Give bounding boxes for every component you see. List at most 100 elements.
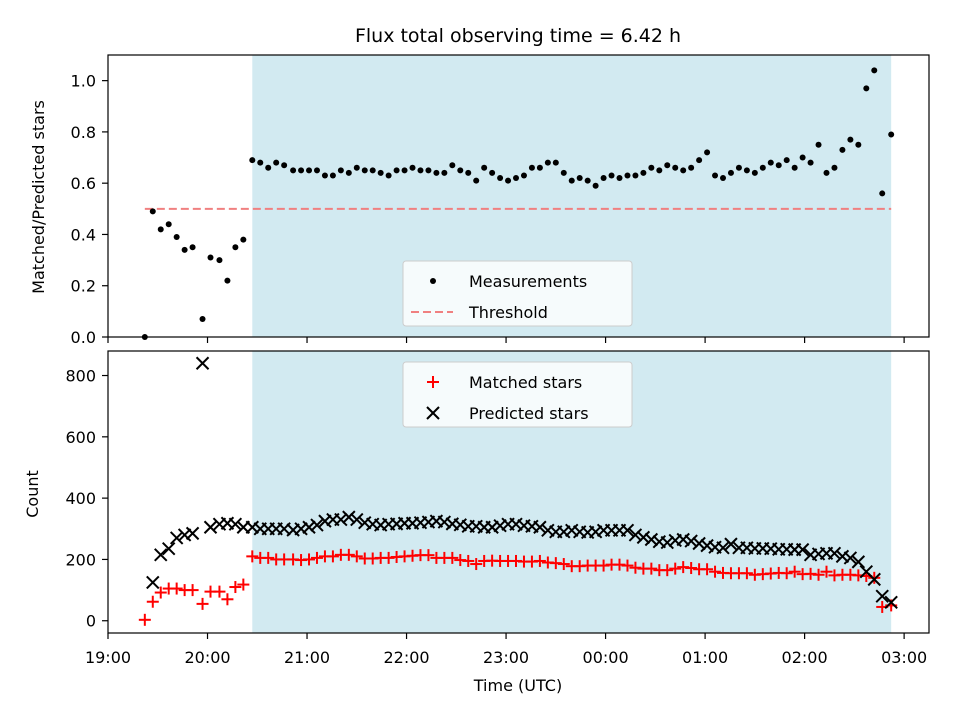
predicted-star-point xyxy=(453,518,467,532)
measurement-point xyxy=(224,277,231,284)
matched-star-point xyxy=(780,567,793,580)
matched-star-point xyxy=(326,550,339,563)
x-tick-label: 00:00 xyxy=(583,648,629,667)
predicted-star-point xyxy=(684,534,698,548)
x-stroke-b xyxy=(700,538,714,553)
measurement-point xyxy=(592,182,599,189)
measurement-point xyxy=(149,208,156,215)
measurement-point xyxy=(888,131,895,138)
predicted-star-point xyxy=(827,546,842,561)
predicted-star-point xyxy=(644,532,659,547)
x-stroke-b xyxy=(485,520,499,534)
measurement-point xyxy=(257,159,264,166)
matched-star-point xyxy=(669,562,682,575)
x-stroke-b xyxy=(636,530,651,545)
top-legend-box xyxy=(402,260,633,327)
predicted-star-point xyxy=(334,512,348,527)
predicted-star-point xyxy=(620,523,635,538)
matched-star-point xyxy=(422,549,435,562)
x-stroke-b xyxy=(146,575,160,590)
x-stroke-b xyxy=(302,520,316,534)
measurement-point xyxy=(249,157,256,164)
predicted-star-point xyxy=(358,515,372,530)
x-stroke-b xyxy=(660,535,674,550)
predicted-star-point xyxy=(485,520,499,534)
x-stroke-b xyxy=(533,520,547,534)
predicted-star-point xyxy=(245,520,260,534)
top-y-tick-label: 1.0 xyxy=(71,72,96,91)
matched-star-point xyxy=(246,550,259,563)
predicted-star-point xyxy=(177,528,192,542)
measurement-point xyxy=(409,164,416,171)
matched-star-point xyxy=(685,562,698,575)
predicted-star-point xyxy=(795,542,810,557)
matched-star-point xyxy=(310,551,323,564)
matched-star-point xyxy=(342,548,355,561)
x-stroke-b xyxy=(557,525,571,539)
x-stroke-b xyxy=(509,517,523,531)
measurement-point xyxy=(727,169,734,176)
measurement-point xyxy=(321,172,328,179)
measurement-point xyxy=(481,164,488,171)
matched-star-point xyxy=(661,564,674,577)
matched-star-point xyxy=(350,550,363,563)
measurement-point xyxy=(265,164,272,171)
measurement-point xyxy=(165,221,172,228)
measurement-point xyxy=(361,167,368,174)
predicted-star-point xyxy=(533,520,547,534)
predicted-star-point xyxy=(851,555,866,569)
matched-star-point xyxy=(303,553,316,566)
measurement-point xyxy=(767,159,774,166)
predicted-star-point xyxy=(185,526,200,541)
x-stroke-b xyxy=(185,526,200,541)
measurement-point xyxy=(672,164,679,171)
predicted-star-point xyxy=(350,512,364,527)
top-y-tick-label: 0.8 xyxy=(71,123,96,142)
x-stroke-b xyxy=(342,510,356,524)
top-y-tick-label: 0.6 xyxy=(71,174,96,193)
x-stroke-b xyxy=(203,520,218,534)
predicted-star-point xyxy=(437,515,452,529)
x-stroke-b xyxy=(493,519,507,533)
measurement-point xyxy=(240,236,247,243)
measurement-point xyxy=(600,175,607,182)
measurement-point xyxy=(560,169,567,176)
x-stroke-b xyxy=(453,518,467,532)
matched-star-point xyxy=(446,551,459,564)
measurement-point xyxy=(696,157,703,164)
measurement-point xyxy=(871,67,878,74)
measurement-point xyxy=(157,226,164,233)
measurement-point xyxy=(815,141,822,148)
measurement-point xyxy=(536,164,543,171)
measurement-point xyxy=(576,175,583,182)
measurement-point xyxy=(181,246,188,253)
predicted-star-point xyxy=(342,510,356,524)
x-tick-label: 01:00 xyxy=(682,648,728,667)
measurement-point xyxy=(688,164,695,171)
x-stroke-b xyxy=(835,549,850,564)
matched-star-point xyxy=(221,593,234,606)
measurement-point xyxy=(393,167,400,174)
measurement-point xyxy=(799,154,806,161)
predicted-star-point xyxy=(565,523,579,538)
x-stroke-b xyxy=(541,523,555,538)
measurement-point xyxy=(544,159,551,166)
bottom-y-axis-label: Count xyxy=(23,470,42,518)
measurement-point xyxy=(624,172,631,179)
x-tick-label: 02:00 xyxy=(782,648,828,667)
bottom-axes-frame xyxy=(107,350,930,634)
measurement-point xyxy=(290,167,297,174)
x-stroke-b xyxy=(294,522,308,536)
measurement-point xyxy=(831,164,838,171)
measurement-point xyxy=(879,190,886,197)
bottom-y-tick-label: 200 xyxy=(65,550,96,569)
measurement-point xyxy=(863,85,870,92)
measurement-point xyxy=(664,162,671,169)
top-legend: Measurements Threshold xyxy=(402,260,633,327)
matched-star-point xyxy=(701,563,714,576)
x-stroke-b xyxy=(724,537,738,551)
measurement-point xyxy=(751,169,758,176)
x-tick-label: 21:00 xyxy=(284,648,330,667)
bottom-y-tick-label: 800 xyxy=(65,367,96,386)
